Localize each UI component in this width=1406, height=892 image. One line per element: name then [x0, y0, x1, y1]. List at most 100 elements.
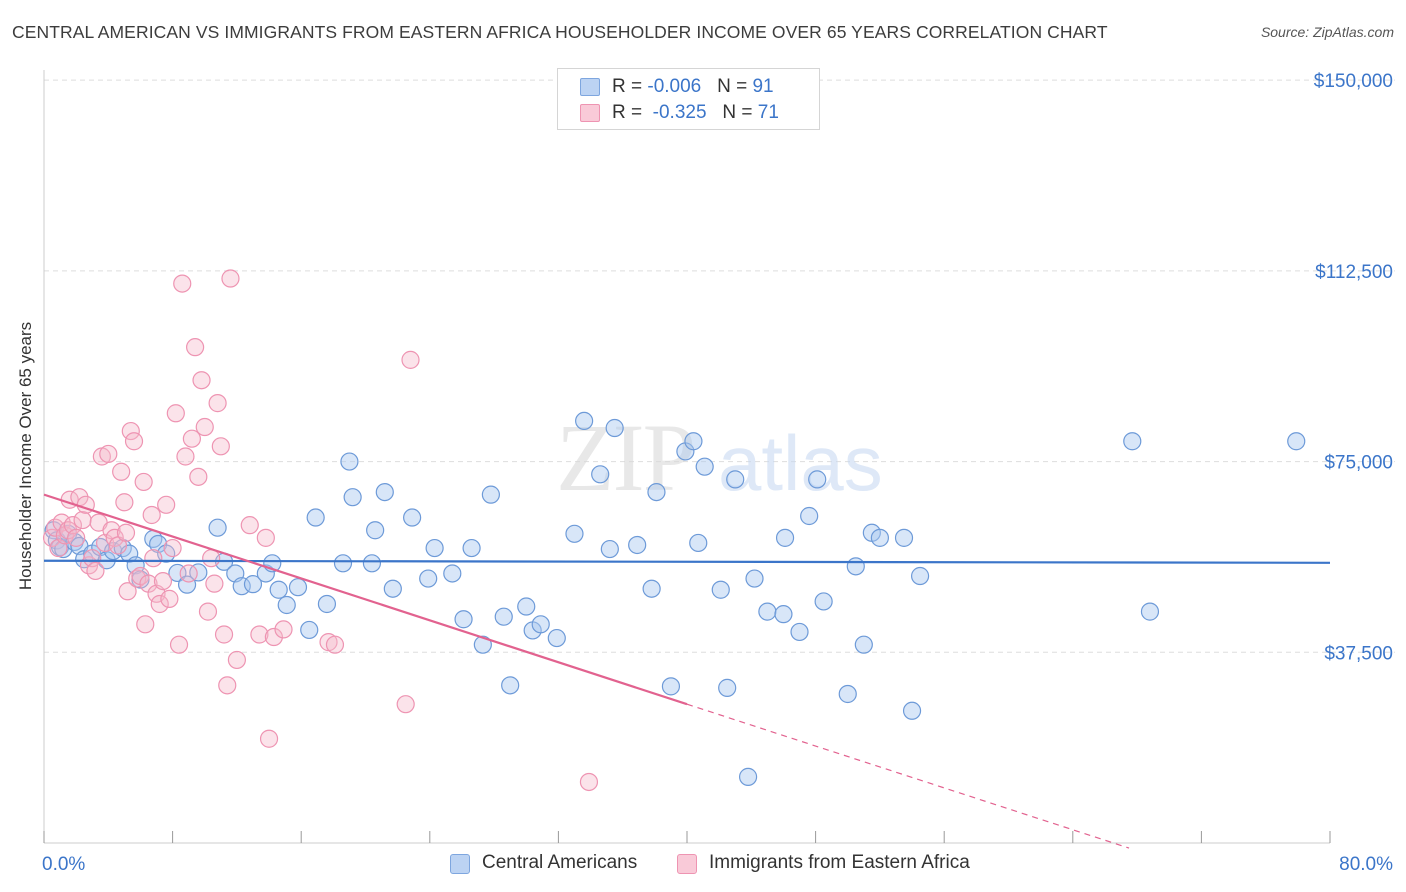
data-point-blue — [790, 622, 809, 642]
data-point-blue — [605, 418, 624, 438]
data-point-pink — [211, 437, 230, 456]
data-point-pink — [192, 371, 211, 390]
data-point-blue — [774, 605, 793, 624]
data-point-blue — [1140, 602, 1160, 621]
data-point-pink — [157, 495, 176, 514]
data-point-blue — [306, 508, 325, 527]
y-axis-title: Householder Income Over 65 years — [16, 321, 35, 591]
data-point-blue — [494, 607, 513, 626]
data-point-pink — [142, 505, 161, 525]
data-point-pink — [124, 432, 144, 451]
data-point-pink — [202, 549, 221, 568]
data-point-blue — [745, 569, 764, 588]
data-point-pink — [325, 635, 345, 654]
data-point-blue — [462, 538, 481, 558]
data-point-pink — [160, 589, 179, 608]
data-point-pink — [115, 493, 134, 512]
data-point-blue — [375, 482, 394, 502]
data-point-blue — [383, 579, 402, 598]
data-point-pink — [205, 574, 224, 593]
data-point-blue — [718, 678, 737, 697]
legend-label: Immigrants from Eastern Africa — [709, 852, 970, 873]
correlation-legend: R = -0.006 N = 91 R = -0.325 N = 71 — [557, 68, 820, 130]
data-point-pink — [186, 338, 205, 357]
data-point-blue — [814, 592, 833, 611]
data-point-pink — [136, 615, 155, 634]
data-point-blue — [288, 578, 308, 597]
legend-n-value: 71 — [757, 102, 779, 123]
data-point-blue — [340, 452, 359, 471]
data-point-blue — [894, 528, 914, 547]
data-point-pink — [264, 627, 283, 647]
data-point-blue — [800, 506, 819, 526]
x-tick-label: 80.0% — [1339, 854, 1393, 875]
watermark-atlas: atlas — [718, 419, 883, 507]
legend-r-label: R = — [612, 76, 648, 97]
data-point-blue — [758, 602, 777, 621]
data-point-blue — [565, 524, 584, 543]
data-point-blue — [1287, 432, 1306, 451]
data-point-pink — [118, 582, 137, 601]
data-point-blue — [243, 575, 263, 594]
data-point-blue — [711, 580, 730, 599]
data-point-blue — [575, 411, 594, 431]
data-point-blue — [661, 677, 681, 696]
data-point-pink — [396, 695, 415, 714]
legend-r-value: -0.006 — [647, 76, 702, 97]
legend-n-label: N = — [722, 102, 758, 123]
data-point-blue — [684, 432, 703, 451]
source-label: Source: ZipAtlas.com — [1260, 24, 1394, 40]
chart-title: CENTRAL AMERICAN VS IMMIGRANTS FROM EAST… — [12, 22, 1108, 42]
data-point-blue — [189, 563, 208, 582]
legend-label: Central Americans — [482, 852, 638, 873]
series-eastern-africa — [42, 269, 599, 792]
data-point-pink — [166, 404, 185, 423]
data-point-pink — [250, 625, 269, 644]
axis-ticks — [43, 831, 1331, 843]
data-point-blue — [854, 635, 873, 654]
data-point-blue — [443, 564, 462, 583]
trend-line-blue — [43, 559, 1331, 564]
data-point-pink — [259, 729, 279, 748]
data-point-pink — [240, 516, 259, 535]
data-point-pink — [176, 447, 195, 466]
data-point-pink — [221, 269, 240, 288]
data-point-pink — [198, 602, 218, 621]
data-point-blue — [695, 457, 714, 476]
data-point-blue — [902, 701, 922, 720]
data-point-blue — [1123, 432, 1142, 451]
data-point-blue — [403, 508, 422, 527]
data-point-pink — [214, 625, 234, 644]
data-point-blue — [232, 577, 251, 596]
legend-r-label: R = — [612, 102, 648, 123]
data-point-blue — [726, 470, 745, 489]
legend-swatch-pink — [580, 104, 600, 122]
data-point-blue — [600, 539, 619, 559]
data-point-blue — [366, 521, 385, 540]
data-point-blue — [689, 533, 708, 553]
data-point-pink — [121, 421, 140, 441]
y-tick-labels: $37,500 $75,000 $112,500 $150,000 — [1314, 71, 1393, 664]
data-point-pink — [173, 274, 192, 293]
data-point-blue — [838, 684, 857, 704]
data-point-blue — [473, 635, 492, 654]
data-point-blue — [454, 610, 473, 629]
data-point-blue — [531, 615, 550, 634]
data-point-pink — [86, 561, 105, 581]
data-point-pink — [182, 429, 201, 448]
y-tick-label: $37,500 — [1324, 643, 1393, 664]
data-point-blue — [501, 676, 520, 695]
data-point-pink — [195, 417, 214, 437]
data-point-blue — [362, 554, 382, 573]
trend-line-pink — [43, 493, 688, 706]
data-point-blue — [419, 569, 438, 588]
grid-lines — [44, 79, 1395, 653]
trend-lines — [43, 493, 1331, 849]
data-point-blue — [547, 628, 566, 648]
data-point-blue — [591, 465, 610, 484]
data-point-blue — [208, 518, 227, 537]
data-point-pink — [128, 569, 147, 588]
legend-swatch-blue — [450, 854, 470, 874]
x-tick-label: 0.0% — [42, 854, 85, 875]
